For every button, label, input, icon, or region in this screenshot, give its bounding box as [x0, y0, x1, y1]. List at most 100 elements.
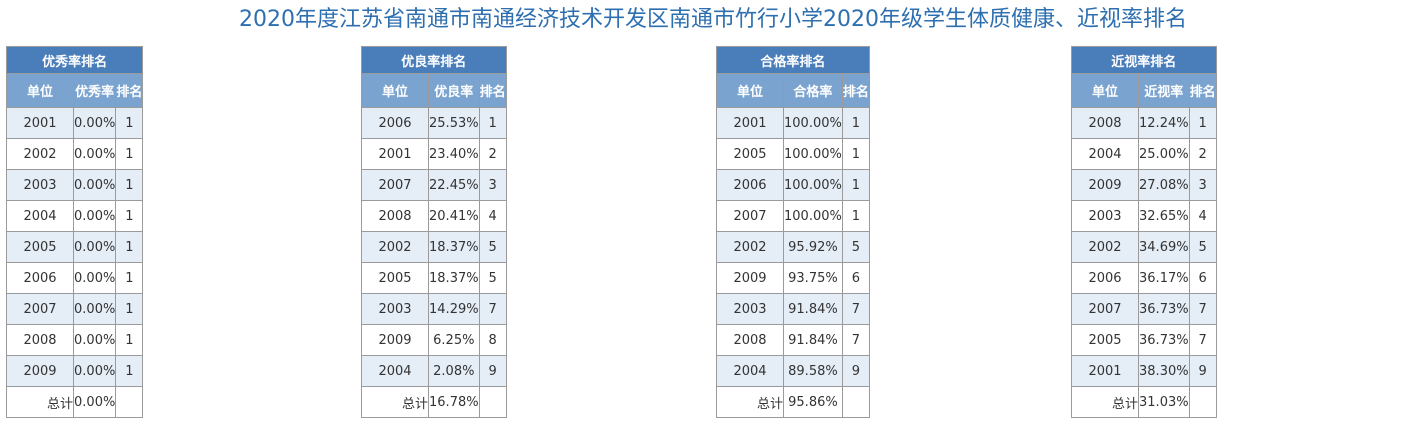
page-title: 2020年度江苏省南通市南通经济技术开发区南通市竹行小学2020年级学生体质健康… — [239, 7, 1187, 32]
rank-cell: 1 — [841, 169, 870, 201]
unit-cell: 2003 — [5, 169, 75, 201]
table-row: 2007 36.73% 7 — [1070, 293, 1217, 325]
unit-cell: 2004 — [1070, 138, 1140, 170]
table-row: 2004 0.00% 1 — [5, 200, 144, 232]
rate-cell: 0.00% — [73, 324, 117, 356]
unit-cell: 2008 — [5, 324, 75, 356]
table-row: 2001 100.00% 1 — [715, 107, 870, 139]
total-label: 总计 — [1070, 386, 1140, 418]
rank-cell: 1 — [841, 200, 870, 232]
rate-cell: 36.17% — [1138, 262, 1190, 294]
rank-cell: 1 — [841, 107, 870, 139]
rank-cell: 1 — [115, 355, 144, 387]
unit-cell: 2009 — [1070, 169, 1140, 201]
table-row: 2005 18.37% 5 — [360, 262, 507, 294]
unit-cell: 2001 — [5, 107, 75, 139]
rate-cell: 18.37% — [428, 231, 480, 263]
unit-cell: 2009 — [5, 355, 75, 387]
table-row: 2009 27.08% 3 — [1070, 169, 1217, 201]
rate-cell: 36.73% — [1138, 293, 1190, 325]
rank-cell: 6 — [841, 262, 870, 294]
table-row: 2006 25.53% 1 — [360, 107, 507, 139]
rate-cell: 38.30% — [1138, 355, 1190, 387]
rank-cell: 6 — [1188, 262, 1217, 294]
rate-cell: 0.00% — [73, 200, 117, 232]
unit-cell: 2003 — [360, 293, 430, 325]
table-row: 2008 91.84% 7 — [715, 324, 870, 356]
table-row: 2001 23.40% 2 — [360, 138, 507, 170]
table-group-header: 合格率排名 — [716, 46, 870, 74]
table-row: 2004 2.08% 9 — [360, 355, 507, 387]
rank-cell: 9 — [841, 355, 870, 387]
rate-cell: 20.41% — [428, 200, 480, 232]
rank-cell: 5 — [478, 231, 507, 263]
unit-cell: 2006 — [360, 107, 430, 139]
table-row: 2005 100.00% 1 — [715, 138, 870, 170]
rate-cell: 32.65% — [1138, 200, 1190, 232]
rate-cell: 25.53% — [428, 107, 480, 139]
rank-cell: 7 — [1188, 293, 1217, 325]
unit-cell: 2008 — [360, 200, 430, 232]
total-rate: 95.86% — [783, 386, 843, 418]
table-row: 2007 0.00% 1 — [5, 293, 144, 325]
rank-cell: 1 — [841, 138, 870, 170]
table-row: 2005 36.73% 7 — [1070, 324, 1217, 356]
unit-cell: 2001 — [715, 107, 785, 139]
unit-cell: 2006 — [1070, 262, 1140, 294]
rank-cell: 7 — [841, 324, 870, 356]
rank-cell: 4 — [478, 200, 507, 232]
pass-rate-table: 合格率排名 单位 合格率 排名 2001 100.00% 1 2005 100.00% 1 2006… — [715, 46, 870, 418]
table-row: 2009 0.00% 1 — [5, 355, 144, 387]
rate-cell: 0.00% — [73, 293, 117, 325]
table-row: 2001 0.00% 1 — [5, 107, 144, 139]
rate-cell: 0.00% — [73, 262, 117, 294]
table-row: 2002 95.92% 5 — [715, 231, 870, 263]
total-rank — [478, 386, 507, 418]
unit-cell: 2008 — [1070, 107, 1140, 139]
unit-cell: 2004 — [5, 200, 75, 232]
rank-cell: 5 — [1188, 231, 1217, 263]
rate-cell: 0.00% — [73, 138, 117, 170]
unit-cell: 2009 — [360, 324, 430, 356]
table-row: 2007 22.45% 3 — [360, 169, 507, 201]
rank-cell: 1 — [115, 200, 144, 232]
rank-cell: 1 — [115, 324, 144, 356]
rate-cell: 0.00% — [73, 231, 117, 263]
rank-cell: 7 — [1188, 324, 1217, 356]
total-row: 总计 31.03% — [1070, 386, 1217, 418]
rate-cell: 12.24% — [1138, 107, 1190, 139]
table-row: 2009 6.25% 8 — [360, 324, 507, 356]
table-row: 2006 0.00% 1 — [5, 262, 144, 294]
unit-cell: 2005 — [1070, 324, 1140, 356]
column-header: 优良率 — [428, 73, 480, 108]
unit-cell: 2005 — [715, 138, 785, 170]
rank-cell: 1 — [1188, 107, 1217, 139]
rate-cell: 91.84% — [783, 324, 843, 356]
rank-cell: 8 — [478, 324, 507, 356]
rank-cell: 7 — [478, 293, 507, 325]
unit-cell: 2001 — [360, 138, 430, 170]
rate-cell: 89.58% — [783, 355, 843, 387]
unit-cell: 2004 — [715, 355, 785, 387]
total-label: 总计 — [5, 386, 75, 418]
unit-cell: 2009 — [715, 262, 785, 294]
rate-cell: 34.69% — [1138, 231, 1190, 263]
unit-cell: 2005 — [360, 262, 430, 294]
rank-cell: 3 — [478, 169, 507, 201]
total-row: 总计 16.78% — [360, 386, 507, 418]
unit-cell: 2005 — [5, 231, 75, 263]
rank-cell: 1 — [115, 107, 144, 139]
column-header: 优秀率 — [73, 73, 117, 108]
rank-cell: 2 — [478, 138, 507, 170]
table-row: 2009 93.75% 6 — [715, 262, 870, 294]
rate-cell: 93.75% — [783, 262, 843, 294]
rate-cell: 14.29% — [428, 293, 480, 325]
rate-cell: 95.92% — [783, 231, 843, 263]
unit-cell: 2003 — [1070, 200, 1140, 232]
column-header: 单位 — [360, 73, 430, 108]
rank-cell: 9 — [478, 355, 507, 387]
total-row: 总计 95.86% — [715, 386, 870, 418]
table-row: 2002 34.69% 5 — [1070, 231, 1217, 263]
column-header: 排名 — [115, 73, 144, 108]
unit-cell: 2007 — [5, 293, 75, 325]
